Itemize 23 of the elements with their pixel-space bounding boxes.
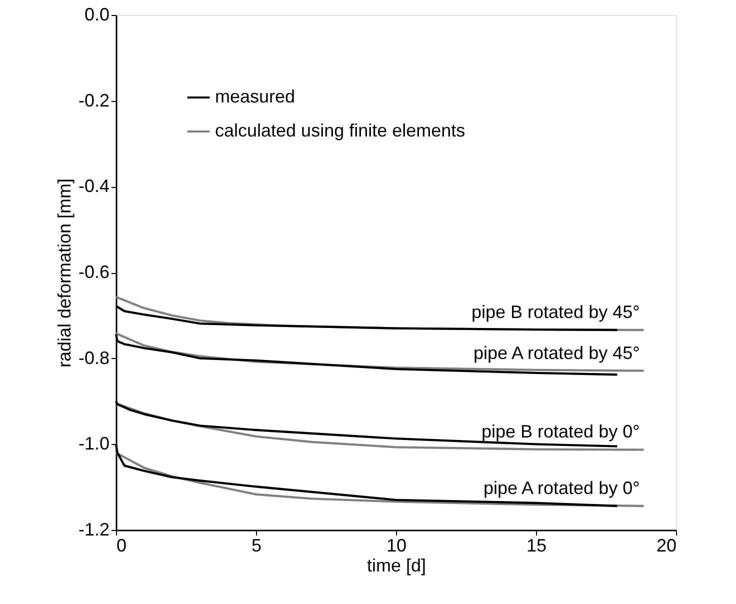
y-tick-label: -1.2 — [78, 520, 110, 540]
line-series — [114, 402, 645, 451]
annotation: pipe A rotated by 45° — [473, 342, 640, 363]
line-series — [114, 452, 645, 508]
y-tick-label: 0.0 — [84, 4, 110, 24]
x-axis-title: time [d] — [366, 556, 426, 576]
legend-label: calculated using finite elements — [215, 120, 466, 140]
y-tick-label: -1.0 — [78, 434, 110, 454]
x-tick-label: 10 — [386, 536, 407, 556]
annotation: pipe A rotated by 0° — [483, 478, 640, 498]
y-tick-label: -0.4 — [78, 176, 110, 196]
y-tick-label: -0.8 — [78, 348, 110, 368]
y-tick-label: -0.2 — [78, 90, 110, 110]
annotation: pipe B rotated by 0° — [481, 422, 640, 442]
legend-label: measured — [215, 86, 296, 106]
x-tick-label: 5 — [251, 536, 262, 556]
x-tick-label: 0 — [116, 536, 127, 556]
x-tick-label: 15 — [526, 536, 547, 556]
x-tick-label: 20 — [656, 536, 676, 556]
line-series — [114, 332, 645, 372]
annotation: pipe B rotated by 45° — [471, 302, 640, 322]
y-tick-label: -0.6 — [78, 262, 110, 282]
y-axis-title: radial deformation [mm] — [54, 178, 74, 368]
